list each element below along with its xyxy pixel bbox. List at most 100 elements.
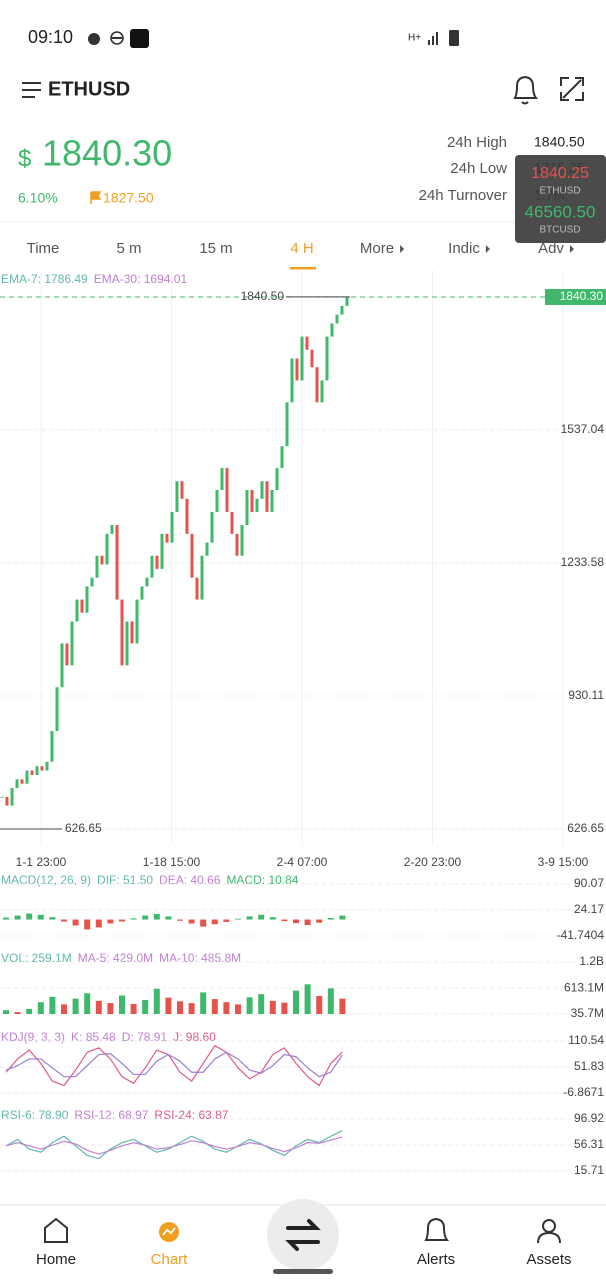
bar — [61, 1004, 67, 1014]
candle — [25, 770, 29, 784]
y-tick-label: -41.7404 — [557, 928, 605, 942]
nav-label[interactable]: Alerts — [417, 1251, 455, 1268]
bar — [72, 919, 79, 926]
bar — [258, 994, 265, 1014]
trade-button[interactable] — [267, 1199, 339, 1271]
home-icon[interactable] — [44, 1217, 68, 1243]
candle — [220, 468, 224, 491]
stat-label: 24h Turnover — [419, 187, 507, 204]
tab[interactable]: 4 H — [290, 240, 313, 257]
legend-item: D: 78.91 — [122, 1030, 168, 1044]
candle — [110, 525, 114, 534]
bar — [107, 1003, 114, 1014]
candle — [55, 687, 59, 732]
assets-icon-body — [537, 1231, 561, 1244]
popup[interactable]: 1840.25 ETHUSD 46560.50 BTCUSD — [515, 155, 606, 243]
bar — [37, 1002, 44, 1014]
candle — [215, 490, 219, 512]
nav-label[interactable]: Assets — [526, 1251, 571, 1268]
bar — [119, 919, 125, 922]
bar — [61, 919, 67, 922]
candle — [200, 555, 204, 600]
fullscreen-icon[interactable] — [560, 77, 584, 101]
candle — [205, 542, 209, 556]
nav-label[interactable]: Home — [36, 1251, 76, 1268]
bar — [107, 919, 114, 924]
candle — [20, 779, 24, 784]
bar — [339, 915, 346, 920]
candle — [65, 643, 69, 666]
candle — [305, 336, 309, 350]
candle — [230, 511, 234, 534]
bar — [269, 917, 276, 920]
candle — [100, 555, 104, 565]
legend-item: EMA-7: 1786.49 — [1, 272, 88, 286]
x-tick-label: 1-1 23:00 — [16, 855, 67, 869]
candle — [295, 358, 299, 381]
high-label: 1840.50 — [241, 289, 285, 303]
y-tick-label: 1.2B — [579, 954, 604, 968]
indicator-line — [5, 1051, 343, 1078]
candle — [235, 533, 239, 556]
candle — [160, 533, 164, 569]
candle — [125, 621, 129, 666]
popup-symbol: ETHUSD — [539, 186, 580, 197]
y-tick-label: 56.31 — [574, 1137, 604, 1151]
change: 6.10% — [18, 190, 58, 206]
legend-item: EMA-30: 1694.01 — [94, 272, 188, 286]
bar — [26, 1008, 33, 1014]
menu-icon[interactable] — [22, 82, 41, 98]
bar — [304, 984, 311, 1014]
tab[interactable]: 5 m — [116, 240, 141, 257]
legend-item: RSI-24: 63.87 — [154, 1108, 228, 1122]
tab[interactable]: Time — [27, 240, 60, 257]
bar — [281, 1002, 288, 1014]
stat-label: 24h High — [447, 134, 507, 151]
y-tick-label: -6.8671 — [563, 1085, 604, 1099]
bar — [72, 998, 79, 1014]
bar — [246, 916, 253, 920]
candle — [225, 468, 229, 512]
bar — [235, 918, 241, 920]
candle — [170, 511, 174, 543]
tab[interactable]: Adv — [538, 240, 564, 257]
popup-symbol: BTCUSD — [539, 225, 580, 236]
bar — [293, 990, 299, 1014]
tab[interactable]: 15 m — [199, 240, 232, 257]
symbol[interactable]: ETHUSD — [48, 78, 130, 100]
bar — [339, 998, 346, 1014]
candle — [195, 577, 199, 600]
legend-item: K: 85.48 — [71, 1030, 116, 1044]
candle — [290, 358, 294, 403]
bar — [211, 999, 218, 1014]
candle — [270, 490, 274, 512]
candle — [165, 533, 169, 543]
candle — [260, 481, 264, 499]
bar — [49, 996, 56, 1014]
bar — [165, 916, 172, 920]
alerts-icon[interactable] — [424, 1217, 449, 1241]
legend-item: VOL: 259.1M — [1, 951, 72, 965]
nav-label[interactable]: Chart — [151, 1251, 189, 1268]
bar — [84, 993, 91, 1014]
candle — [40, 766, 44, 771]
bar — [281, 919, 288, 922]
bar — [200, 992, 207, 1014]
candle — [5, 796, 9, 806]
chart-icon-line — [162, 1227, 176, 1236]
indicator-line — [5, 1136, 343, 1155]
popup-price: 46560.50 — [525, 202, 596, 221]
y-tick-label: 1233.58 — [561, 555, 605, 569]
candle — [185, 498, 189, 534]
bar — [26, 913, 33, 920]
tab[interactable]: Indic — [448, 240, 480, 257]
home-indicator — [273, 1269, 333, 1274]
tab[interactable]: More — [360, 240, 394, 257]
swap-icon — [285, 1219, 321, 1251]
y-tick-label: 35.7M — [571, 1006, 604, 1020]
tab-underline — [290, 267, 316, 270]
candle — [340, 305, 344, 315]
x-tick-label: 1-18 15:00 — [143, 855, 201, 869]
legend-item: DIF: 51.50 — [97, 873, 153, 887]
bell-icon[interactable] — [513, 75, 538, 105]
